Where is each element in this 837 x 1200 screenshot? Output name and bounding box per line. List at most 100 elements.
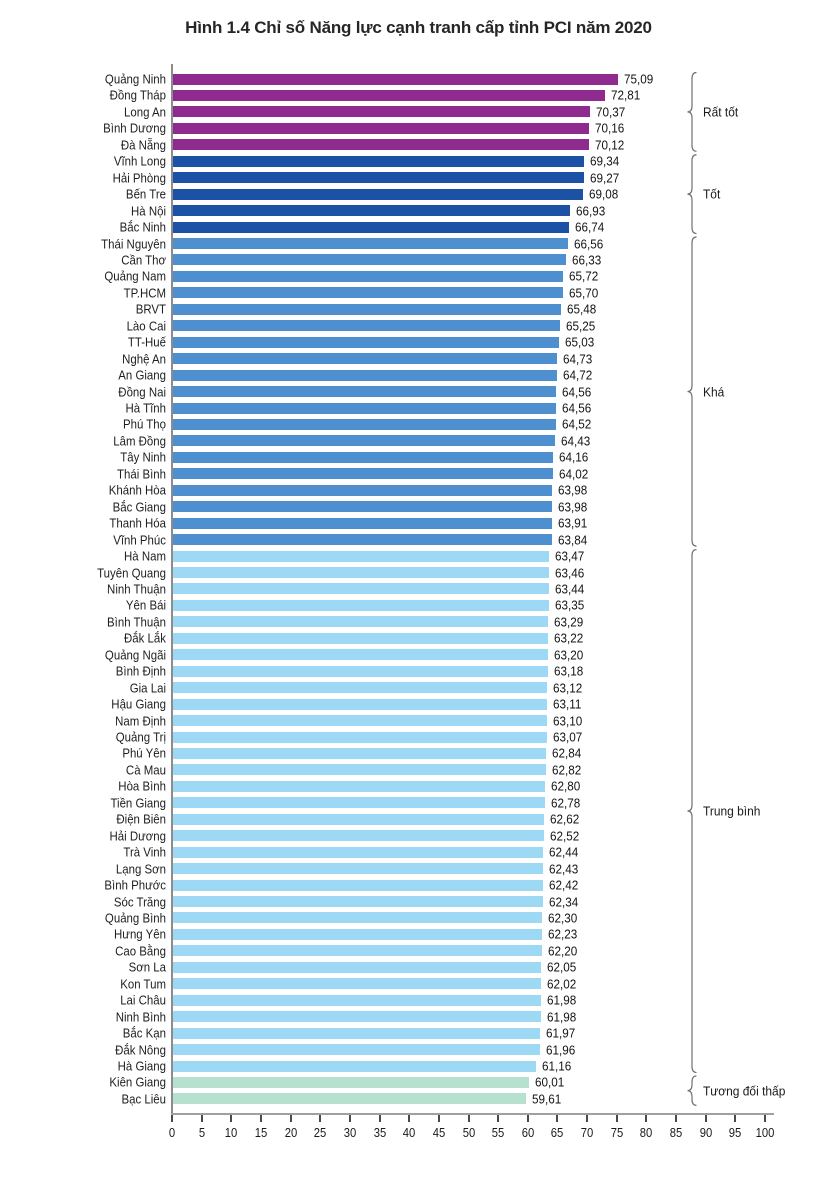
bar-trung-bình <box>173 715 548 727</box>
bar-value-label: 62,05 <box>546 959 577 975</box>
bar-value-label: 61,97 <box>546 1025 576 1041</box>
province-label: Hải Dương <box>109 828 166 844</box>
x-axis-tick-label: 0 <box>168 1126 176 1140</box>
province-label: Hà Giang <box>117 1058 166 1074</box>
bar-trung-bình <box>173 764 546 776</box>
province-label: Gia Lai <box>129 680 166 696</box>
x-axis-tick-label: 50 <box>462 1126 475 1140</box>
bar-rất-tốt <box>173 73 619 85</box>
x-axis-line <box>171 1113 774 1115</box>
province-label: Đồng Tháp <box>109 87 166 103</box>
province-label: Hà Nội <box>131 203 166 219</box>
bar-value-label: 63,91 <box>557 515 588 531</box>
bar-khá <box>173 369 557 381</box>
bar-trung-bình <box>173 550 550 562</box>
bar-value-label: 60,01 <box>534 1074 565 1090</box>
bar-value-label: 62,43 <box>549 861 579 877</box>
bar-value-label: 62,42 <box>549 877 579 893</box>
bar-value-label: 70,37 <box>596 104 626 120</box>
x-axis-tick-label: 60 <box>521 1126 535 1140</box>
x-axis-tick-label: 5 <box>198 1126 205 1140</box>
x-axis-tick-label: 70 <box>580 1126 594 1140</box>
bar-trung-bình <box>173 863 544 875</box>
bar-value-label: 65,70 <box>568 285 598 301</box>
province-label: Thanh Hóa <box>109 515 166 531</box>
bar-khá <box>173 517 552 529</box>
bar-value-label: 69,27 <box>589 170 620 186</box>
group-label: Tốt <box>703 186 721 202</box>
bar-khá <box>173 501 553 513</box>
bar-tốt <box>173 205 570 217</box>
bar-tốt <box>173 155 585 167</box>
x-axis-tick <box>556 1115 559 1122</box>
province-label: Phú Thọ <box>122 416 166 432</box>
bar-value-label: 59,61 <box>532 1091 562 1107</box>
province-label: Ninh Bình <box>115 1009 166 1025</box>
province-label: Yên Bái <box>125 597 166 613</box>
bar-value-label: 62,62 <box>550 811 580 827</box>
bar-value-label: 64,72 <box>562 367 593 383</box>
x-axis-tick-label: 25 <box>313 1126 327 1140</box>
province-label: Bắc Giang <box>112 499 166 515</box>
bar-trung-bình <box>173 1027 541 1039</box>
x-axis-tick <box>704 1115 707 1122</box>
province-label: Hà Nam <box>124 548 166 564</box>
x-axis-tick <box>497 1115 500 1122</box>
bar-trung-bình <box>173 1044 541 1056</box>
province-label: Tiền Giang <box>110 795 166 811</box>
province-label: Long An <box>124 104 166 120</box>
province-label: Bến Tre <box>125 186 166 202</box>
x-axis-tick <box>675 1115 678 1122</box>
province-label: Thái Nguyên <box>101 236 166 251</box>
bar-khá <box>173 534 552 546</box>
bar-value-label: 64,56 <box>561 400 592 416</box>
bar-khá <box>173 336 559 348</box>
x-axis-tick <box>467 1115 470 1122</box>
bar-value-label: 70,12 <box>594 137 625 153</box>
province-label: Bình Phước <box>104 877 166 893</box>
bar-value-label: 63,46 <box>555 565 585 580</box>
bar-rất-tốt <box>173 89 605 101</box>
province-label: Lào Cai <box>126 318 166 334</box>
bar-khá <box>173 238 568 249</box>
bracket-trung-bình <box>687 548 697 1074</box>
bar-value-label: 69,34 <box>590 153 620 169</box>
bar-value-label: 62,80 <box>551 778 581 794</box>
bar-khá <box>173 435 556 447</box>
bar-trung-bình <box>173 813 545 825</box>
province-label: Điện Biên <box>116 811 166 827</box>
bar-value-label: 66,93 <box>575 203 606 219</box>
bar-trung-bình <box>173 945 542 957</box>
bar-rất-tốt <box>173 122 590 134</box>
bar-trung-bình <box>173 567 550 578</box>
province-label: Bình Định <box>115 663 166 679</box>
x-axis-tick <box>171 1115 173 1122</box>
province-label: TP.HCM <box>123 285 166 301</box>
bar-rất-tốt <box>173 106 591 118</box>
bar-tương-đối-thấp <box>173 1093 527 1105</box>
bar-value-label: 64,56 <box>561 384 592 400</box>
province-label: Hưng Yên <box>114 926 166 942</box>
bar-khá <box>173 303 562 315</box>
province-label: Kon Tum <box>120 976 166 992</box>
x-axis-tick-label: 30 <box>343 1126 357 1140</box>
bar-tương-đối-thấp <box>173 1076 529 1088</box>
bar-khá <box>173 402 556 414</box>
bar-trung-bình <box>173 961 541 973</box>
province-label: BRVT <box>135 301 166 317</box>
x-axis-tick <box>437 1115 440 1122</box>
x-axis-tick <box>319 1115 322 1122</box>
province-label: Hòa Bình <box>118 778 166 794</box>
province-label: Tây Ninh <box>120 449 166 465</box>
x-axis-tick <box>764 1115 766 1122</box>
x-axis-tick-label: 40 <box>402 1126 416 1140</box>
bar-value-label: 62,30 <box>548 910 578 926</box>
x-axis-tick-label: 90 <box>699 1126 712 1140</box>
x-axis-tick-label: 35 <box>373 1126 386 1140</box>
x-axis-tick <box>408 1115 411 1122</box>
bar-value-label: 62,34 <box>548 894 578 909</box>
province-label: Đắk Nông <box>115 1042 166 1058</box>
bar-khá <box>173 484 553 496</box>
bar-khá <box>173 287 563 299</box>
x-axis-tick <box>645 1115 648 1122</box>
